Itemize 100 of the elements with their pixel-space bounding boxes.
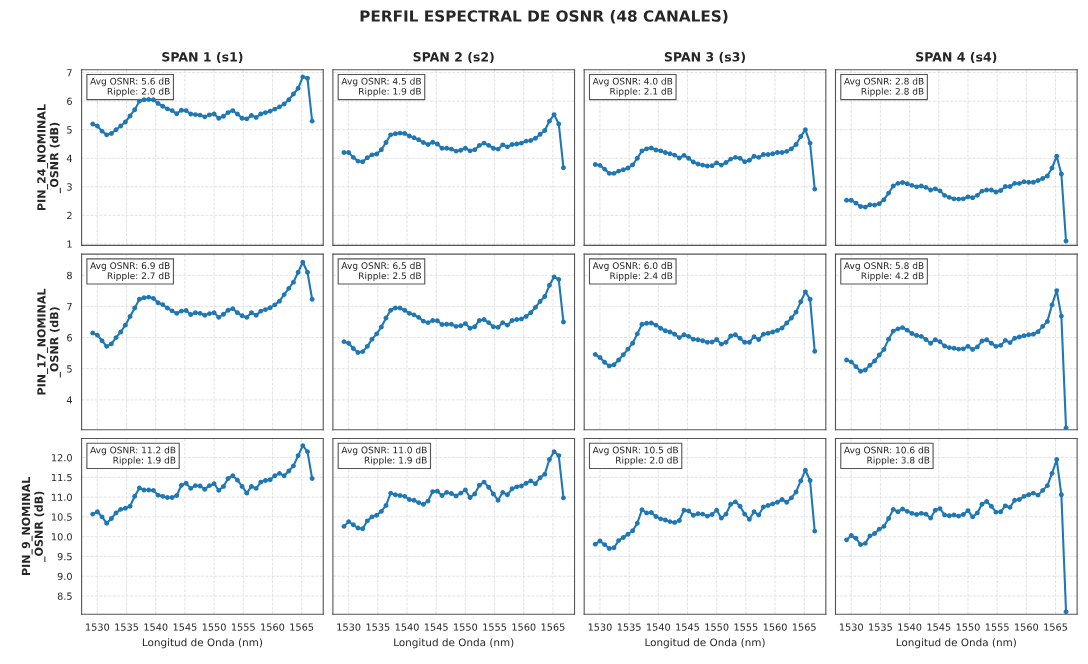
point xyxy=(174,111,180,117)
point xyxy=(1021,333,1027,339)
point xyxy=(876,526,882,532)
point xyxy=(770,329,776,335)
point xyxy=(346,519,352,525)
point xyxy=(523,480,529,486)
point xyxy=(490,145,496,151)
point xyxy=(291,279,296,285)
point xyxy=(732,332,738,338)
point xyxy=(108,516,114,521)
point xyxy=(378,147,384,153)
point xyxy=(606,546,612,551)
point xyxy=(467,325,473,331)
point xyxy=(472,324,478,330)
point xyxy=(458,147,464,153)
point xyxy=(458,323,464,329)
point xyxy=(206,311,212,317)
point xyxy=(230,108,236,113)
y-axis-title: PIN_17_NOMINAL _OSNR (dB) xyxy=(37,288,61,395)
annotation: Avg OSNR: 2.8 dB Ripple: 2.8 dB xyxy=(844,77,924,97)
point xyxy=(146,487,152,493)
point xyxy=(542,128,548,133)
point xyxy=(1040,176,1046,181)
point xyxy=(500,489,506,495)
point xyxy=(751,153,757,159)
point xyxy=(756,512,762,518)
x-tick-label: 1565 xyxy=(792,623,816,631)
point xyxy=(360,526,366,532)
point xyxy=(239,313,245,319)
point xyxy=(420,501,426,507)
y-tick-label: 10.0 xyxy=(51,533,72,541)
y-tick-label: 11.0 xyxy=(51,493,72,501)
point xyxy=(300,259,306,265)
point xyxy=(514,484,520,490)
point xyxy=(946,194,952,200)
point xyxy=(286,97,292,103)
point xyxy=(90,511,96,517)
x-tick-label: 1545 xyxy=(173,623,197,631)
point xyxy=(886,336,892,342)
point xyxy=(998,342,1004,348)
point xyxy=(812,348,818,354)
x-tick-label: 1555 xyxy=(231,623,255,631)
point xyxy=(350,522,356,528)
x-tick-label: 1560 xyxy=(763,623,787,631)
point xyxy=(862,204,868,210)
point xyxy=(904,181,910,187)
x-tick-label: 1560 xyxy=(261,623,285,631)
point xyxy=(258,111,264,117)
x-tick-label: 1555 xyxy=(734,623,758,631)
point xyxy=(784,148,790,154)
point xyxy=(253,114,259,120)
point xyxy=(592,351,598,357)
point xyxy=(411,135,417,141)
point xyxy=(732,499,738,505)
point xyxy=(537,131,543,137)
point xyxy=(746,339,752,345)
point xyxy=(709,163,715,169)
point xyxy=(132,493,138,499)
point xyxy=(788,495,794,501)
y-tick-label: 11.5 xyxy=(51,473,72,482)
point xyxy=(150,97,156,103)
point xyxy=(592,162,598,167)
y-axis-title: PIN_24_NOMINAL _OSNR (dB) xyxy=(37,104,61,211)
point xyxy=(602,166,608,172)
point xyxy=(1016,497,1022,502)
point xyxy=(662,517,668,523)
point xyxy=(178,308,184,314)
x-tick-label: 1550 xyxy=(956,623,980,631)
y-tick-label: 7 xyxy=(67,69,72,77)
point xyxy=(150,487,156,493)
point xyxy=(374,512,380,518)
point xyxy=(258,479,264,485)
point xyxy=(928,340,934,346)
point xyxy=(244,314,250,320)
point xyxy=(532,481,538,487)
annotation: Avg OSNR: 6.9 dB Ripple: 2.7 dB xyxy=(90,262,170,281)
point xyxy=(658,516,664,522)
point xyxy=(178,482,184,488)
point xyxy=(848,359,854,365)
point xyxy=(458,490,464,496)
point xyxy=(500,320,506,326)
point xyxy=(542,294,548,299)
point xyxy=(639,148,645,154)
point xyxy=(914,512,920,517)
point xyxy=(760,152,766,157)
annotation: Avg OSNR: 5.8 dB Ripple: 4.2 dB xyxy=(844,262,924,281)
point xyxy=(155,300,161,306)
point xyxy=(272,473,278,479)
point xyxy=(467,148,473,154)
point xyxy=(174,310,180,316)
point xyxy=(235,310,240,316)
point xyxy=(918,510,924,516)
y-tick-label: 1 xyxy=(67,240,72,248)
point xyxy=(216,115,222,121)
point xyxy=(305,449,310,455)
point xyxy=(444,321,450,327)
point xyxy=(1058,313,1064,319)
point xyxy=(122,322,128,328)
point xyxy=(770,501,776,507)
chart-title: SPAN 4 (s4) xyxy=(916,51,997,64)
